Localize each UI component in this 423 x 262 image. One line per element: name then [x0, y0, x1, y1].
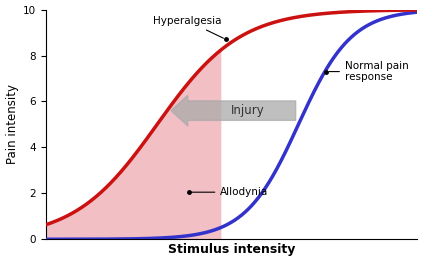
Text: Injury: Injury [231, 104, 265, 117]
Text: Normal pain
response: Normal pain response [329, 61, 409, 82]
Text: Allodynia: Allodynia [192, 187, 269, 197]
FancyArrowPatch shape [171, 95, 296, 126]
Text: Hyperalgesia: Hyperalgesia [154, 16, 223, 38]
Y-axis label: Pain intensity: Pain intensity [5, 84, 19, 165]
X-axis label: Stimulus intensity: Stimulus intensity [168, 243, 295, 256]
